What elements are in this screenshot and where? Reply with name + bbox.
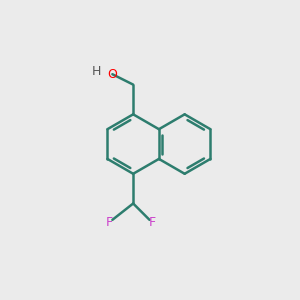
Text: F: F: [106, 216, 113, 229]
Text: O: O: [107, 68, 117, 81]
Text: F: F: [149, 216, 156, 229]
Text: H: H: [91, 65, 101, 78]
